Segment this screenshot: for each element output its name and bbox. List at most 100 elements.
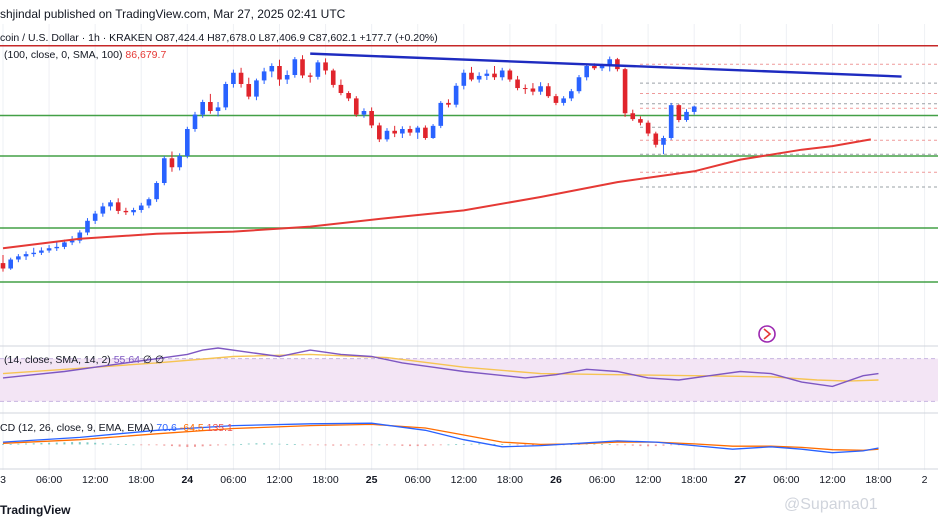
candle-body (231, 72, 236, 84)
candle-body (430, 125, 436, 138)
time-axis-label: 12:00 (82, 474, 109, 486)
candle-body (92, 213, 98, 221)
macd-legend: CD (12, 26, close, 9, EMA, EMA) 70.6 -64… (0, 422, 233, 434)
publish-line: shjindal published on TradingView.com, M… (0, 7, 346, 21)
macd-histogram-bar (278, 443, 281, 445)
macd-histogram-bar (255, 443, 258, 445)
candle-body (576, 77, 582, 92)
macd-histogram-bar (178, 444, 181, 447)
macd-histogram-bar (593, 443, 596, 445)
candle-body (169, 158, 175, 168)
candle-body (400, 129, 405, 134)
candle-body (23, 254, 29, 257)
candle-body (192, 114, 198, 129)
macd-legend-value-signal: -64.5 (179, 422, 204, 434)
candle-body (123, 210, 129, 213)
tradingview-brand[interactable]: TradingView (0, 503, 71, 517)
candle-body (469, 72, 474, 80)
candle-body (461, 72, 467, 86)
descending-trendline (310, 52, 902, 78)
candle-body (284, 75, 290, 80)
macd-histogram-bar (447, 444, 450, 446)
watermark: @Supama01 (784, 496, 878, 513)
macd-histogram-bar (147, 444, 150, 446)
macd-histogram-bar (608, 444, 611, 446)
candle-body (131, 210, 136, 213)
candle-body (138, 205, 144, 210)
candle-body (476, 75, 482, 80)
candle-body (154, 183, 159, 200)
candle-body (384, 130, 390, 140)
time-axis-label: 27 (734, 474, 747, 486)
macd-histogram-bar (662, 444, 665, 446)
candle-body (645, 122, 651, 134)
candle-body (208, 102, 213, 111)
time-axis-label: 12:00 (266, 474, 293, 486)
candle-body (377, 125, 382, 140)
candle-body (161, 158, 167, 183)
macd-histogram-bar (416, 444, 419, 447)
candle-body (507, 70, 513, 80)
time-axis-label: 25 (365, 474, 378, 486)
candle-body (499, 70, 505, 78)
macd-histogram-bar (140, 444, 143, 446)
candle-body (261, 71, 267, 81)
candle-body (177, 156, 182, 168)
candle-body (277, 66, 282, 80)
sma100-line (2, 138, 871, 250)
candle-body (561, 98, 566, 103)
candle-body (530, 88, 536, 92)
time-axis-label: 18:00 (128, 474, 155, 486)
time-axis-label: 06:00 (35, 474, 63, 486)
candle-body (515, 79, 520, 89)
macd-histogram-bar (209, 444, 212, 446)
macd-histogram-bar (32, 443, 35, 445)
candle-body (453, 85, 459, 105)
candle-body (569, 91, 574, 99)
macd-histogram-bar (393, 444, 396, 446)
time-axis-label: 06:00 (588, 474, 616, 486)
macd-histogram-bar (263, 443, 266, 445)
macd-line (2, 422, 879, 454)
candle-body (292, 59, 298, 75)
candle-body (108, 202, 113, 207)
macd-histogram-bar (217, 444, 220, 446)
candle-body (215, 107, 221, 111)
time-axis-label: 06:00 (404, 474, 431, 486)
time-axis-label: 26 (550, 474, 562, 486)
macd-histogram-bar (40, 443, 43, 445)
macd-legend-params: CD (12, 26, close, 9, EMA, EMA) (0, 422, 154, 434)
time-axis-label: 18:00 (496, 474, 524, 486)
candle-body (246, 84, 252, 97)
candle-body (423, 127, 428, 138)
candle-body (653, 133, 659, 145)
candle-body (323, 62, 328, 71)
macd-histogram-bar (124, 444, 127, 446)
macd-histogram-bar (163, 444, 166, 446)
candle-body (553, 96, 559, 103)
candle-body (338, 84, 344, 93)
macd-histogram-bar (501, 444, 504, 446)
candle-body (146, 199, 152, 206)
candle-body (254, 80, 259, 97)
candle-body (407, 129, 413, 133)
candle-body (307, 75, 313, 77)
macd-histogram-bar (247, 443, 250, 445)
macd-histogram-bar (109, 443, 112, 445)
rsi-band (0, 358, 938, 402)
macd-histogram-bar (516, 444, 519, 446)
macd-histogram-bar (432, 444, 435, 446)
candle-body (85, 220, 90, 233)
rsi-legend-extra: ∅ ∅ (142, 354, 165, 366)
time-axis-label: 12:00 (819, 474, 846, 486)
candle-body (238, 72, 244, 84)
macd-histogram-bar (170, 444, 173, 447)
macd-histogram-bar (186, 444, 189, 448)
macd-histogram-bar (455, 444, 458, 446)
candle-body (676, 105, 682, 120)
macd-legend-value-hist: 135.1 (206, 422, 233, 434)
macd-histogram-bar (616, 444, 619, 446)
alert-arrow-icon (763, 328, 772, 340)
candle-body (16, 256, 21, 260)
